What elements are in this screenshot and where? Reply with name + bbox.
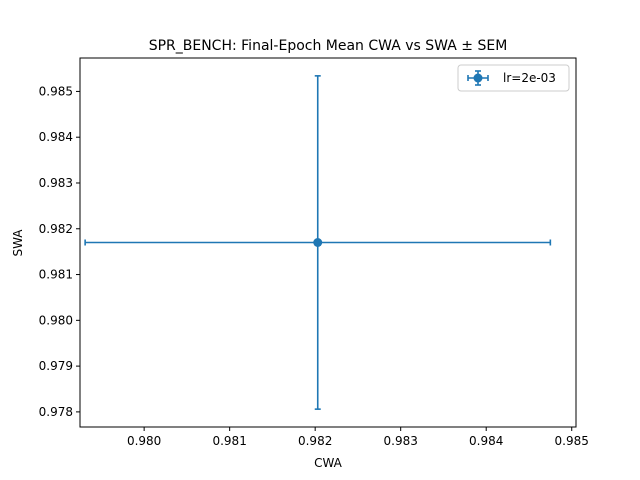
y-tick-label: 0.978 [39, 405, 73, 419]
y-tick-label: 0.982 [39, 222, 73, 236]
x-tick-label: 0.985 [555, 434, 589, 448]
x-tick-label: 0.980 [127, 434, 161, 448]
chart-title: SPR_BENCH: Final-Epoch Mean CWA vs SWA ±… [149, 38, 508, 54]
y-tick-label: 0.984 [39, 130, 73, 144]
x-tick-label: 0.984 [469, 434, 503, 448]
y-tick-label: 0.980 [39, 313, 73, 327]
plot-area [84, 75, 552, 410]
legend-marker [473, 73, 483, 83]
x-tick-label: 0.983 [384, 434, 418, 448]
legend-box [457, 64, 570, 92]
y-axis-label: SWA [11, 229, 25, 257]
data-point [313, 238, 323, 247]
legend: lr=2e-03 [457, 64, 570, 92]
y-tick-label: 0.979 [39, 359, 73, 373]
y-axis: 0.978 0.979 0.980 0.981 0.982 0.983 0.984 0.985 [39, 84, 80, 419]
plot-frame [79, 57, 577, 428]
y-tick-label: 0.983 [39, 176, 73, 190]
y-tick-label: 0.985 [39, 84, 73, 98]
x-tick-label: 0.982 [298, 434, 332, 448]
x-axis-label: CWA [314, 456, 343, 470]
y-tick-label: 0.981 [39, 268, 73, 282]
x-axis: 0.980 0.981 0.982 0.983 0.984 0.985 [127, 427, 589, 448]
legend-label: lr=2e-03 [503, 71, 556, 85]
x-tick-label: 0.981 [212, 434, 246, 448]
